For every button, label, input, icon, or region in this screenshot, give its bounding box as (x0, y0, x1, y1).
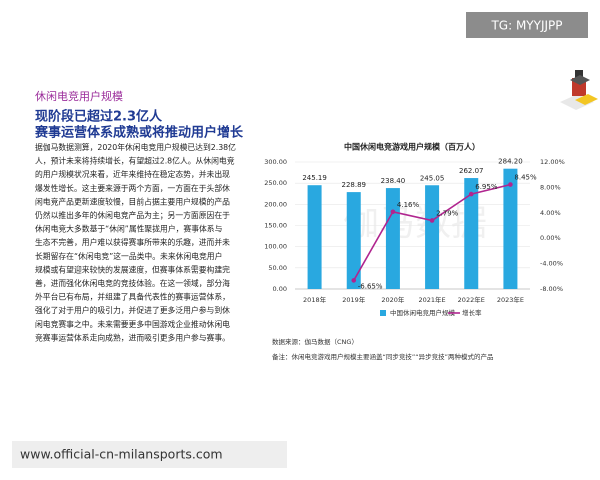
paragraph-line: 长期留存在“休闲电竞”这一品类中。未来休闲电竞用户 (35, 251, 222, 261)
line-value-label: -6.65% (358, 282, 383, 290)
paragraph-line: 人，预计未来将持续增长，有望超过2.8亿人。从休闲电竞 (35, 156, 235, 166)
footer-url: www.official-cn-milansports.com (20, 447, 223, 462)
bar (464, 178, 479, 289)
bar-value-label: 245.05 (420, 174, 445, 182)
headline: 现阶段已超过2.3亿人 (35, 109, 163, 125)
paragraph-line: 竞赛事运营体系走向成熟，进而吸引更多用户参与赛事。 (35, 332, 230, 342)
x-tick-label: 2021年E (419, 295, 446, 304)
y2-tick-label: -4.00% (540, 260, 563, 268)
paragraph-line: 生态不完善，用户难以获得赛事所带来的乐趣，进而并未 (35, 237, 230, 247)
bar-value-label: 228.89 (342, 181, 367, 189)
bar-value-label: 262.07 (459, 167, 484, 175)
paragraph-line: 闲电竞产品更新速度较慢，目前占据主要用户规模的产品 (35, 196, 230, 206)
y2-tick-label: 8.00% (540, 183, 561, 191)
bar-value-label: 238.40 (381, 177, 406, 185)
bar (346, 192, 361, 289)
y2-tick-label: -8.00% (540, 285, 563, 293)
y2-tick-label: 12.00% (540, 158, 565, 166)
headline: 赛事运营体系成熟或将推动用户增长 (34, 125, 244, 141)
paragraph-line: 爆发性增长。这主要来源于两个方面，一方面在于头部休 (35, 183, 230, 193)
paragraph-line: 休闲电竞大多数基于“休闲”属性聚拢用户，赛事体系与 (35, 224, 222, 234)
line-point (351, 278, 357, 283)
paragraph-line: 强化了对于用户的吸引力，并促进了更多泛用户参与到休 (35, 305, 230, 315)
paragraph-line: 规模或有望迎来较快的发展速度，但赛事体系需要构建完 (35, 264, 230, 274)
line-value-label: 6.95% (475, 183, 498, 191)
legend-label: 增长率 (462, 308, 482, 317)
y-tick-label: 100.00 (264, 243, 287, 251)
legend-label: 中国休闲电竞用户规模 (390, 308, 456, 317)
y-tick-label: 0.00 (273, 285, 287, 293)
illustration (560, 70, 598, 110)
line-value-label: 8.45% (514, 174, 537, 182)
line-point (468, 191, 474, 197)
paragraph-line: 闲电竞赛事之中。未来需要更多中国游戏企业推动休闲电 (35, 319, 230, 329)
y-tick-label: 300.00 (264, 158, 287, 166)
x-tick-label: 2022年E (458, 295, 485, 304)
y-tick-label: 250.00 (264, 179, 287, 187)
line-point (429, 218, 435, 223)
paragraph-line: 善，进而强化休闲电竞的竞技体验。在这一领域，部分海 (35, 278, 230, 288)
bar-value-label: 245.19 (302, 174, 327, 182)
chart-source: 数据来源：伽马数据（CNG） (272, 337, 358, 346)
bar-value-label: 284.20 (498, 158, 523, 166)
paragraph-line: 外平台已有布局，并组建了具备代表性的赛事运营体系， (35, 292, 230, 302)
line-point (390, 209, 396, 215)
x-tick-label: 2019年 (342, 295, 366, 304)
x-tick-label: 2020年 (381, 295, 405, 304)
y2-tick-label: 0.00% (540, 234, 561, 242)
x-tick-label: 2018年 (303, 295, 327, 304)
line-point (508, 182, 513, 187)
y-tick-label: 200.00 (264, 200, 287, 208)
bar (503, 168, 518, 289)
paragraph-line: 仍然以推出多年的休闲电竞产品为主；另一方面原因在于 (35, 210, 230, 220)
line-value-label: 2.79% (436, 209, 459, 217)
overlay-tag: TG: MYYJJPP (490, 19, 562, 33)
paragraph-line: 的用户规模状况来看，近年来维持在稳定态势，并未出现 (35, 169, 230, 179)
bar (425, 185, 440, 289)
chart-title: 中国休闲电竞游戏用户规模（百万人） (344, 142, 480, 152)
y-tick-label: 50.00 (268, 264, 287, 272)
y2-tick-label: 4.00% (540, 209, 561, 217)
paragraph-line: 据伽马数据测算，2020年休闲电竞用户规模已达到2.38亿 (35, 142, 236, 152)
legend-swatch (380, 310, 386, 316)
footer-url-box (12, 441, 287, 468)
chart-note: 备注：休闲电竞游戏用户规模主要涵盖“同步竞技”“异步竞技”两种模式的产品 (272, 352, 493, 361)
x-tick-label: 2023年E (497, 295, 524, 304)
bar (307, 185, 322, 289)
overlay-tag-box (466, 12, 588, 38)
line-value-label: 4.16% (397, 201, 420, 209)
chart-watermark: 伽马数据 (343, 203, 487, 244)
section-label: 休闲电竞用户规模 (35, 89, 123, 103)
y-tick-label: 150.00 (264, 222, 287, 230)
